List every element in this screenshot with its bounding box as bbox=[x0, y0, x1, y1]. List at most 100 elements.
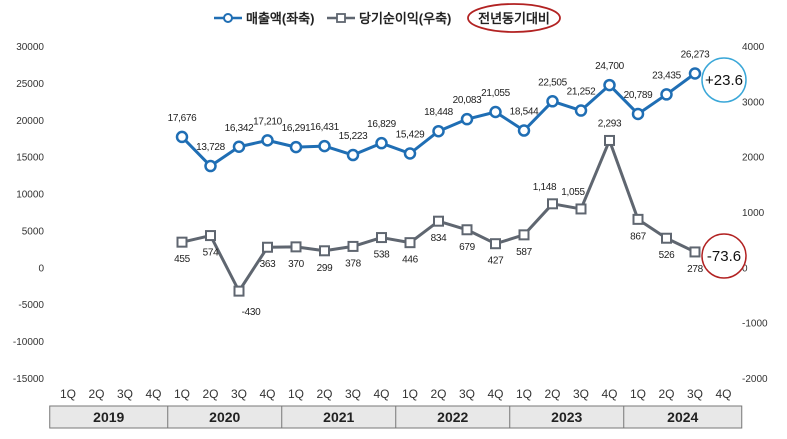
sales-data-label: 24,700 bbox=[595, 61, 625, 72]
sales-yoy-badge: +23.6 bbox=[701, 57, 747, 103]
profit-data-label: 574 bbox=[203, 248, 220, 259]
sales-point bbox=[603, 78, 616, 92]
left-axis-tick: -15000 bbox=[13, 374, 45, 385]
left-axis-tick: -5000 bbox=[18, 300, 44, 311]
profit-point bbox=[689, 246, 701, 258]
quarter-label: 1Q bbox=[288, 387, 304, 401]
sales-yoy-value: +23.6 bbox=[705, 72, 743, 89]
sales-point bbox=[232, 140, 246, 154]
quarter-label: 1Q bbox=[174, 387, 190, 401]
yoy-label: 전년동기대비 bbox=[478, 11, 550, 26]
quarter-label: 4Q bbox=[373, 387, 389, 401]
sales-data-label: 16,431 bbox=[310, 122, 340, 133]
profit-data-label: 370 bbox=[288, 259, 305, 270]
profit-point bbox=[404, 237, 416, 249]
quarter-label: 2Q bbox=[88, 387, 104, 401]
profit-data-label: 1,055 bbox=[561, 187, 585, 198]
profit-point bbox=[376, 232, 387, 244]
sales-point bbox=[460, 112, 474, 126]
sales-point bbox=[432, 124, 445, 138]
sales-point bbox=[631, 107, 645, 121]
profit-point bbox=[290, 241, 302, 253]
sales-data-label: 17,676 bbox=[168, 113, 198, 124]
sales-data-label: 16,829 bbox=[367, 119, 397, 130]
profit-data-label: -430 bbox=[242, 307, 262, 318]
quarter-label: 2Q bbox=[316, 387, 332, 401]
sales-data-label: 21,055 bbox=[481, 88, 511, 99]
left-axis-tick: 25000 bbox=[16, 79, 44, 90]
sales-data-label: 20,083 bbox=[453, 95, 483, 106]
quarter-label: 4Q bbox=[259, 387, 275, 401]
sales-point bbox=[289, 140, 303, 154]
right-axis-tick: 1000 bbox=[742, 208, 765, 219]
sales-point bbox=[346, 148, 360, 162]
profit-point bbox=[233, 285, 245, 297]
profit-point bbox=[632, 213, 644, 225]
sales-data-label: 15,223 bbox=[339, 131, 369, 142]
profit-point bbox=[604, 134, 615, 146]
legend-profit-marker bbox=[336, 13, 346, 23]
left-axis: 30000 25000 20000 15000 10000 5000 0 -5000 -1000… bbox=[13, 42, 45, 385]
left-axis-tick: 5000 bbox=[22, 226, 45, 237]
sales-data-label: 18,544 bbox=[510, 107, 540, 118]
quarter-label: 2Q bbox=[658, 387, 674, 401]
right-axis-tick: -2000 bbox=[742, 374, 768, 385]
right-axis-tick: 4000 bbox=[742, 42, 765, 53]
quarter-label: 4Q bbox=[601, 387, 617, 401]
sales-point bbox=[574, 104, 588, 117]
quarter-label: 1Q bbox=[402, 387, 418, 401]
left-axis-tick: 30000 bbox=[16, 42, 44, 53]
sales-point bbox=[688, 67, 702, 80]
profit-data-label: 363 bbox=[260, 259, 277, 270]
category-axis: 1Q 2Q 3Q 4Q 1Q 2Q 3Q 4Q 1Q 2Q 3Q 4Q 1Q 2Q 3Q 4Q 1Q 2Q 3Q 4Q… bbox=[49, 387, 743, 429]
sales-data-label: 15,429 bbox=[396, 130, 426, 141]
legend-profit-label: 당기순이익(우축) bbox=[359, 11, 451, 26]
profit-data-label: 538 bbox=[374, 250, 391, 261]
right-axis-tick: -1000 bbox=[742, 319, 768, 330]
profit-point bbox=[433, 215, 444, 227]
profit-data-label: 587 bbox=[516, 247, 533, 258]
sales-point bbox=[660, 88, 673, 101]
profit-data-label: 378 bbox=[345, 258, 362, 269]
quarter-label: 3Q bbox=[573, 387, 589, 401]
profit-data-label: 278 bbox=[687, 264, 704, 275]
sales-data-label: 20,789 bbox=[624, 90, 654, 101]
quarter-label: 1Q bbox=[630, 387, 646, 401]
year-label: 2020 bbox=[209, 409, 240, 425]
quarter-label: 2Q bbox=[544, 387, 560, 401]
quarter-label: 1Q bbox=[516, 387, 532, 401]
right-axis-tick: 2000 bbox=[742, 153, 765, 164]
profit-point bbox=[461, 224, 473, 236]
sales-point bbox=[375, 136, 388, 150]
profit-point bbox=[490, 238, 501, 250]
profit-data-label: 679 bbox=[459, 242, 476, 253]
sales-yoy-circle bbox=[701, 57, 747, 103]
quarter-label: 3Q bbox=[345, 387, 361, 401]
sales-point bbox=[546, 95, 559, 108]
quarter-label: 2Q bbox=[430, 387, 446, 401]
right-axis: 4000 3000 2000 1000 0 -1000 -2000 bbox=[742, 42, 768, 385]
year-label: 2019 bbox=[93, 409, 124, 425]
profit-point bbox=[347, 240, 359, 252]
quarter-label: 4Q bbox=[715, 387, 731, 401]
profit-data-label: 834 bbox=[431, 233, 448, 244]
profit-point bbox=[575, 203, 587, 215]
quarter-label: 3Q bbox=[117, 387, 133, 401]
sales-data-label: 13,728 bbox=[196, 142, 226, 153]
profit-yoy-badge: -73.6 bbox=[701, 233, 747, 279]
left-axis-tick: -10000 bbox=[13, 337, 45, 348]
quarter-label: 4Q bbox=[145, 387, 161, 401]
quarter-label: 3Q bbox=[687, 387, 703, 401]
quarter-label: 3Q bbox=[459, 387, 475, 401]
profit-data-label: 299 bbox=[317, 263, 334, 274]
profit-data-label: 427 bbox=[488, 256, 505, 267]
sales-data-label: 18,448 bbox=[424, 107, 454, 118]
left-axis-tick: 20000 bbox=[16, 116, 44, 127]
quarter-label: 1Q bbox=[60, 387, 76, 401]
quarter-label: 4Q bbox=[487, 387, 503, 401]
year-label: 2023 bbox=[551, 409, 582, 425]
left-axis-tick: 10000 bbox=[16, 190, 44, 201]
quarter-label: 2Q bbox=[202, 387, 218, 401]
